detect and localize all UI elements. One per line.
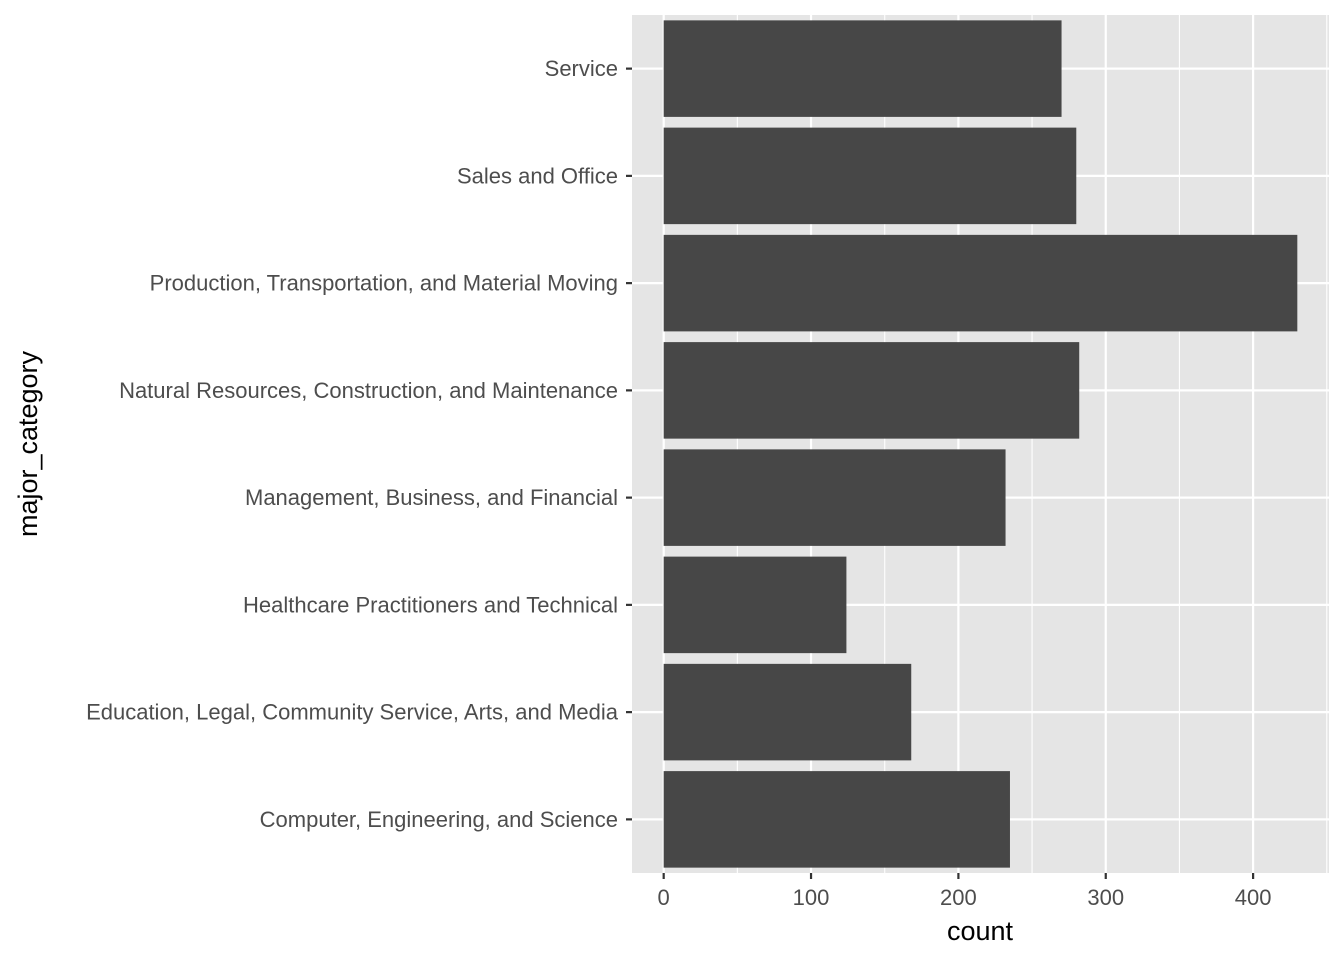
y-tick-label: Computer, Engineering, and Science bbox=[260, 807, 618, 832]
bars bbox=[663, 20, 1298, 868]
bar bbox=[663, 234, 1298, 332]
bar bbox=[663, 127, 1077, 225]
y-tick-label: Sales and Office bbox=[457, 163, 618, 188]
x-tick-label: 200 bbox=[940, 885, 977, 910]
bar bbox=[663, 556, 847, 654]
x-axis-title: count bbox=[947, 916, 1014, 946]
y-tick-label: Healthcare Practitioners and Technical bbox=[243, 592, 618, 617]
bar bbox=[663, 771, 1010, 868]
x-tick-label: 0 bbox=[658, 885, 670, 910]
y-tick-label: Natural Resources, Construction, and Mai… bbox=[119, 378, 618, 403]
y-tick-label: Production, Transportation, and Material… bbox=[150, 271, 618, 296]
y-tick-label: Service bbox=[545, 56, 618, 81]
y-tick-label: Management, Business, and Financial bbox=[245, 485, 618, 510]
y-axis: Computer, Engineering, and Science Educat… bbox=[86, 56, 632, 832]
y-axis-title: major_category bbox=[13, 350, 43, 537]
x-tick-label: 100 bbox=[793, 885, 830, 910]
y-tick-label: Education, Legal, Community Service, Art… bbox=[86, 700, 619, 725]
bar bbox=[663, 663, 912, 761]
x-tick-label: 400 bbox=[1235, 885, 1272, 910]
bar bbox=[663, 342, 1080, 439]
bar bbox=[663, 449, 1006, 546]
x-tick-label: 300 bbox=[1087, 885, 1124, 910]
bar bbox=[663, 20, 1062, 117]
x-axis: 0 100 200 300 400 bbox=[658, 873, 1272, 910]
